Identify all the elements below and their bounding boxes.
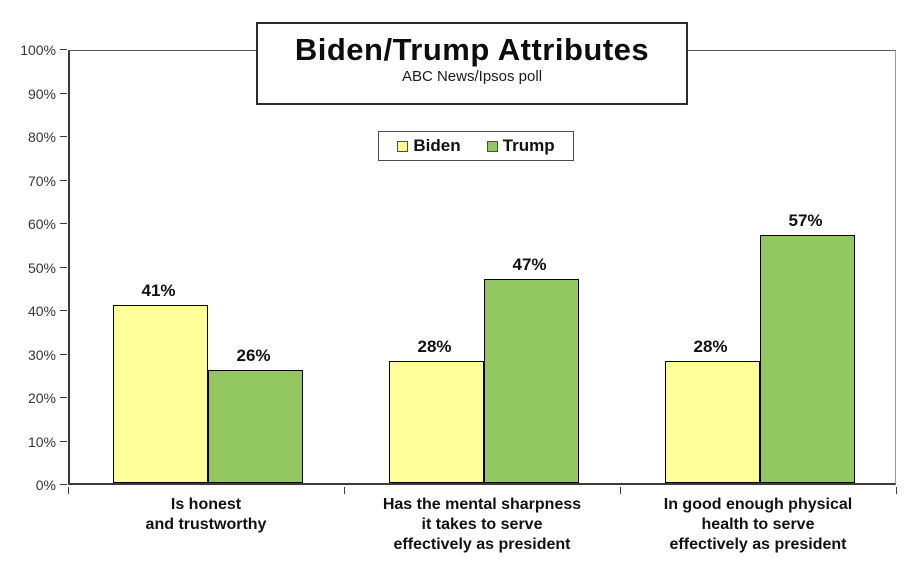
legend: Biden Trump [378, 131, 574, 161]
y-axis-label: 60% [27, 216, 56, 232]
category-label-1: Is honest and trustworthy [145, 496, 267, 533]
bar-value-label: 26% [236, 346, 271, 365]
y-axis-tick [60, 136, 67, 137]
y-axis-label: 50% [27, 259, 56, 276]
y-axis-label: 30% [27, 346, 56, 363]
chart-title: Biden/Trump Attributes [294, 32, 650, 67]
plot-area [68, 50, 896, 485]
y-axis-label: 20% [27, 390, 56, 406]
x-axis-tick [344, 487, 345, 494]
chart-subtitle: ABC News/Ipsos poll [401, 68, 543, 85]
bar-value-label: 47% [512, 255, 547, 274]
legend-item-biden: Biden [397, 136, 461, 156]
y-axis-label: 0% [35, 477, 56, 493]
x-axis-tick [620, 487, 621, 494]
legend-label: Biden [413, 136, 461, 155]
category-label-3: In good enough physical health to serve ef… [663, 496, 853, 553]
y-axis-tick [60, 92, 67, 94]
y-axis-label: 70% [27, 172, 56, 189]
y-axis-tick [60, 397, 67, 398]
bar-value-label: 41% [141, 281, 176, 300]
legend-swatch-biden [397, 140, 409, 152]
bar-biden-category-1 [113, 305, 208, 483]
legend-swatch-trump [486, 140, 498, 152]
y-axis-tick [60, 49, 67, 50]
x-axis-tick [896, 487, 897, 494]
x-axis-tick [68, 487, 69, 494]
bar-trump-category-1 [208, 370, 303, 483]
bar-value-label: 28% [693, 337, 728, 356]
legend-item-trump: Trump [486, 136, 555, 156]
y-axis-tick [60, 484, 67, 485]
y-axis-tick [60, 353, 67, 355]
y-axis-label: 10% [27, 433, 56, 450]
y-axis-tick [60, 266, 67, 268]
bar-biden-category-2 [389, 361, 484, 483]
legend-label: Trump [502, 136, 555, 155]
y-axis-label: 40% [27, 303, 56, 319]
bar-value-label: 28% [417, 337, 452, 356]
y-axis-label: 80% [27, 129, 56, 145]
y-axis-tick [60, 179, 67, 181]
category-label-2: Has the mental sharpness it takes to serv… [382, 496, 582, 553]
bar-trump-category-3 [760, 235, 855, 483]
chart-title-box: Biden/Trump Attributes ABC News/Ipsos po… [256, 22, 688, 105]
y-axis-label: 100% [20, 42, 56, 58]
bar-biden-category-3 [665, 361, 760, 483]
y-axis-tick [60, 223, 67, 224]
y-axis-tick [60, 310, 67, 311]
y-axis-label: 90% [27, 85, 56, 102]
y-axis-tick [60, 440, 67, 442]
bar-trump-category-2 [484, 279, 579, 483]
bar-value-label: 57% [788, 211, 823, 230]
